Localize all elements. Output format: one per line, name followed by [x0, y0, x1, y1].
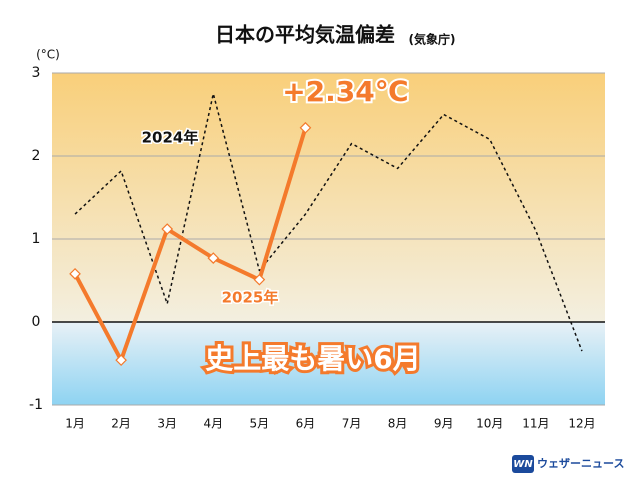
series-line [73, 127, 308, 363]
source: ウェザーニュース [537, 457, 624, 470]
series-label: 2025年 [222, 289, 279, 307]
annotation: 史上最も暑い6月 [205, 342, 420, 375]
y-tick-label: 1 [32, 231, 41, 247]
x-tick-label: 12月 [568, 417, 595, 431]
x-tick-label: 7月 [342, 417, 362, 431]
logo: WN [513, 459, 533, 470]
point-marker [161, 223, 174, 235]
point-marker [69, 268, 81, 280]
chart-subtitle: (気象庁) [409, 32, 456, 47]
x-tick-label: 3月 [157, 417, 177, 431]
point-marker [115, 354, 127, 367]
x-tick-label: 1月 [65, 417, 85, 431]
chart-title: 日本の平均気温偏差 [215, 23, 395, 47]
series-line [74, 93, 583, 352]
series-label: 2024年 [142, 129, 199, 147]
x-tick-label: 4月 [203, 417, 223, 431]
x-tick-label: 6月 [296, 417, 316, 431]
cool-background [52, 322, 605, 405]
x-tick-label: 5月 [250, 417, 270, 431]
point-marker [299, 121, 312, 134]
y-tick-label: 0 [32, 314, 41, 330]
point-marker [207, 252, 220, 264]
y-tick-label: 2 [32, 148, 41, 164]
x-tick-label: 8月 [388, 417, 408, 431]
x-tick-label: 9月 [434, 417, 454, 431]
y-axis-label: (°C) [36, 48, 60, 62]
value-label: +2.34℃ [282, 75, 408, 108]
point-marker [253, 273, 266, 286]
x-tick-label: 11月 [522, 417, 549, 431]
y-tick-label: 3 [32, 65, 41, 81]
x-tick-label: 2月 [111, 417, 131, 431]
warm-background [52, 73, 605, 322]
y-tick-label: -1 [29, 397, 43, 413]
x-tick-label: 10月 [476, 417, 503, 431]
logo-box [512, 455, 534, 473]
